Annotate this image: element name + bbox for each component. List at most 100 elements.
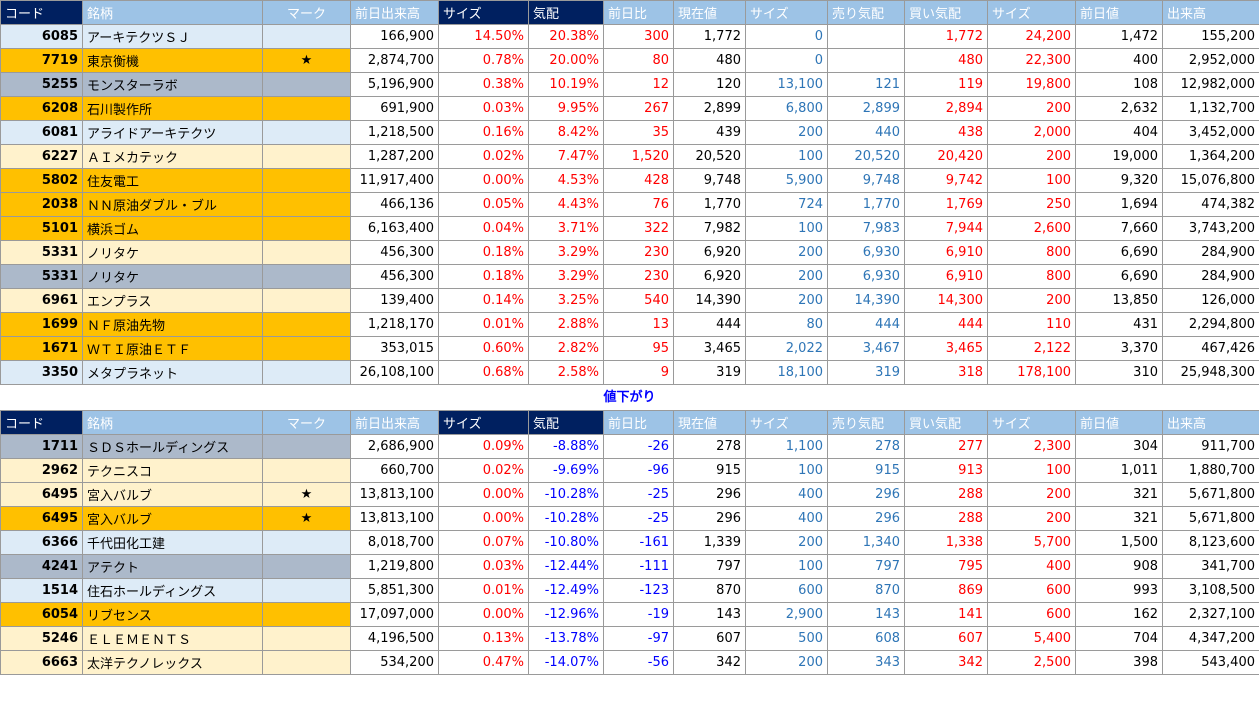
cell-day-change: 540 <box>603 288 674 313</box>
cell-prev-volume: 6,163,400 <box>350 216 439 241</box>
cell-prev-volume: 8,018,700 <box>350 530 439 555</box>
cell-quote-change: -13.78% <box>528 626 604 651</box>
cell-volume: 155,200 <box>1162 24 1259 49</box>
cell-prev-volume: 5,196,900 <box>350 72 439 97</box>
cell-prev-volume: 456,300 <box>350 264 439 289</box>
cell-ask-price: 3,467 <box>827 336 905 361</box>
cell-size: 600 <box>745 578 828 603</box>
cell-day-change: 95 <box>603 336 674 361</box>
cell-quote-change: 2.58% <box>528 360 604 385</box>
cell-previous-price: 7,660 <box>1075 216 1163 241</box>
cell-bid-size: 2,000 <box>987 120 1076 145</box>
table-row: 5802 住友電工 11,917,400 0.00% 4.53% 428 9,748 5,90… <box>0 168 1259 193</box>
cell-code: 6227 <box>0 144 83 169</box>
cell-code: 2962 <box>0 458 83 483</box>
cell-bid-price: 277 <box>904 434 988 459</box>
cell-day-change: 13 <box>603 312 674 337</box>
cell-name: アーキテクツＳＪ <box>82 24 263 49</box>
gainers-table: コード 銘柄 マーク 前日出来高 サイズ 気配 前日比 現在値 サイズ 売り気配 買い気配 サイズ 前日… <box>0 0 1259 385</box>
cell-ask-price: 440 <box>827 120 905 145</box>
cell-volume: 25,948,300 <box>1162 360 1259 385</box>
cell-mark <box>262 24 351 49</box>
cell-ask-price <box>827 48 905 73</box>
cell-current-price: 1,772 <box>673 24 746 49</box>
cell-size-ratio: 0.47% <box>438 650 529 675</box>
cell-size-ratio: 0.14% <box>438 288 529 313</box>
cell-bid-price: 480 <box>904 48 988 73</box>
losers-table: コード 銘柄 マーク 前日出来高 サイズ 気配 前日比 現在値 サイズ 売り気配 買い気配 サイズ 前日… <box>0 410 1259 675</box>
cell-name: ノリタケ <box>82 240 263 265</box>
column-header: 前日出来高 <box>350 410 439 435</box>
cell-prev-volume: 26,108,100 <box>350 360 439 385</box>
cell-size: 100 <box>745 144 828 169</box>
cell-size-ratio: 0.60% <box>438 336 529 361</box>
cell-bid-size: 110 <box>987 312 1076 337</box>
table-row: 6085 アーキテクツＳＪ 166,900 14.50% 20.38% 300 1,772 0… <box>0 24 1259 49</box>
cell-current-price: 439 <box>673 120 746 145</box>
column-header: 出来高 <box>1162 0 1259 25</box>
table-row: 6054 リブセンス 17,097,000 0.00% -12.96% -19 143 2,9… <box>0 602 1259 627</box>
table-row: 1699 ＮＦ原油先物 1,218,170 0.01% 2.88% 13 444 80 444 4… <box>0 312 1259 337</box>
cell-bid-price: 869 <box>904 578 988 603</box>
column-header: マーク <box>262 0 351 25</box>
cell-code: 6495 <box>0 506 83 531</box>
cell-day-change: 300 <box>603 24 674 49</box>
cell-current-price: 797 <box>673 554 746 579</box>
cell-ask-price: 20,520 <box>827 144 905 169</box>
cell-volume: 1,364,200 <box>1162 144 1259 169</box>
cell-current-price: 296 <box>673 506 746 531</box>
cell-current-price: 6,920 <box>673 240 746 265</box>
cell-size-ratio: 0.00% <box>438 602 529 627</box>
cell-bid-price: 3,465 <box>904 336 988 361</box>
table-row: 5331 ノリタケ 456,300 0.18% 3.29% 230 6,920 200 6,93… <box>0 264 1259 289</box>
cell-day-change: 80 <box>603 48 674 73</box>
cell-volume: 1,132,700 <box>1162 96 1259 121</box>
cell-name: ＡＩメカテック <box>82 144 263 169</box>
table-row: 1711 ＳＤＳホールディングス 2,686,900 0.09% -8.88% -26 27… <box>0 434 1259 459</box>
cell-previous-price: 6,690 <box>1075 264 1163 289</box>
cell-prev-volume: 456,300 <box>350 240 439 265</box>
cell-quote-change: -12.44% <box>528 554 604 579</box>
cell-previous-price: 6,690 <box>1075 240 1163 265</box>
cell-prev-volume: 1,287,200 <box>350 144 439 169</box>
cell-bid-size: 100 <box>987 168 1076 193</box>
cell-day-change: -97 <box>603 626 674 651</box>
cell-ask-price: 2,899 <box>827 96 905 121</box>
cell-mark <box>262 264 351 289</box>
cell-prev-volume: 1,218,170 <box>350 312 439 337</box>
cell-size-ratio: 0.13% <box>438 626 529 651</box>
cell-name: 石川製作所 <box>82 96 263 121</box>
column-header: 銘柄 <box>82 0 263 25</box>
cell-name: 住石ホールディングス <box>82 578 263 603</box>
column-header: 前日比 <box>603 410 674 435</box>
cell-size: 200 <box>745 120 828 145</box>
cell-ask-price: 319 <box>827 360 905 385</box>
cell-volume: 474,382 <box>1162 192 1259 217</box>
cell-bid-size: 200 <box>987 144 1076 169</box>
cell-mark <box>262 458 351 483</box>
cell-quote-change: 4.53% <box>528 168 604 193</box>
cell-size-ratio: 0.09% <box>438 434 529 459</box>
cell-prev-volume: 534,200 <box>350 650 439 675</box>
cell-bid-price: 141 <box>904 602 988 627</box>
cell-day-change: 428 <box>603 168 674 193</box>
gainers-header-row: コード 銘柄 マーク 前日出来高 サイズ 気配 前日比 現在値 サイズ 売り気配 買い気配 サイズ 前日… <box>0 0 1259 25</box>
cell-quote-change: 20.00% <box>528 48 604 73</box>
column-header: サイズ <box>987 410 1076 435</box>
cell-bid-price: 2,894 <box>904 96 988 121</box>
cell-code: 5101 <box>0 216 83 241</box>
cell-bid-size: 200 <box>987 482 1076 507</box>
cell-code: 1699 <box>0 312 83 337</box>
cell-mark: ★ <box>262 482 351 507</box>
cell-quote-change: -14.07% <box>528 650 604 675</box>
cell-volume: 3,452,000 <box>1162 120 1259 145</box>
cell-previous-price: 13,850 <box>1075 288 1163 313</box>
cell-prev-volume: 5,851,300 <box>350 578 439 603</box>
cell-size: 100 <box>745 216 828 241</box>
cell-current-price: 870 <box>673 578 746 603</box>
cell-ask-price: 1,770 <box>827 192 905 217</box>
cell-volume: 8,123,600 <box>1162 530 1259 555</box>
column-header: 買い気配 <box>904 0 988 25</box>
cell-bid-size: 2,600 <box>987 216 1076 241</box>
cell-bid-price: 1,338 <box>904 530 988 555</box>
